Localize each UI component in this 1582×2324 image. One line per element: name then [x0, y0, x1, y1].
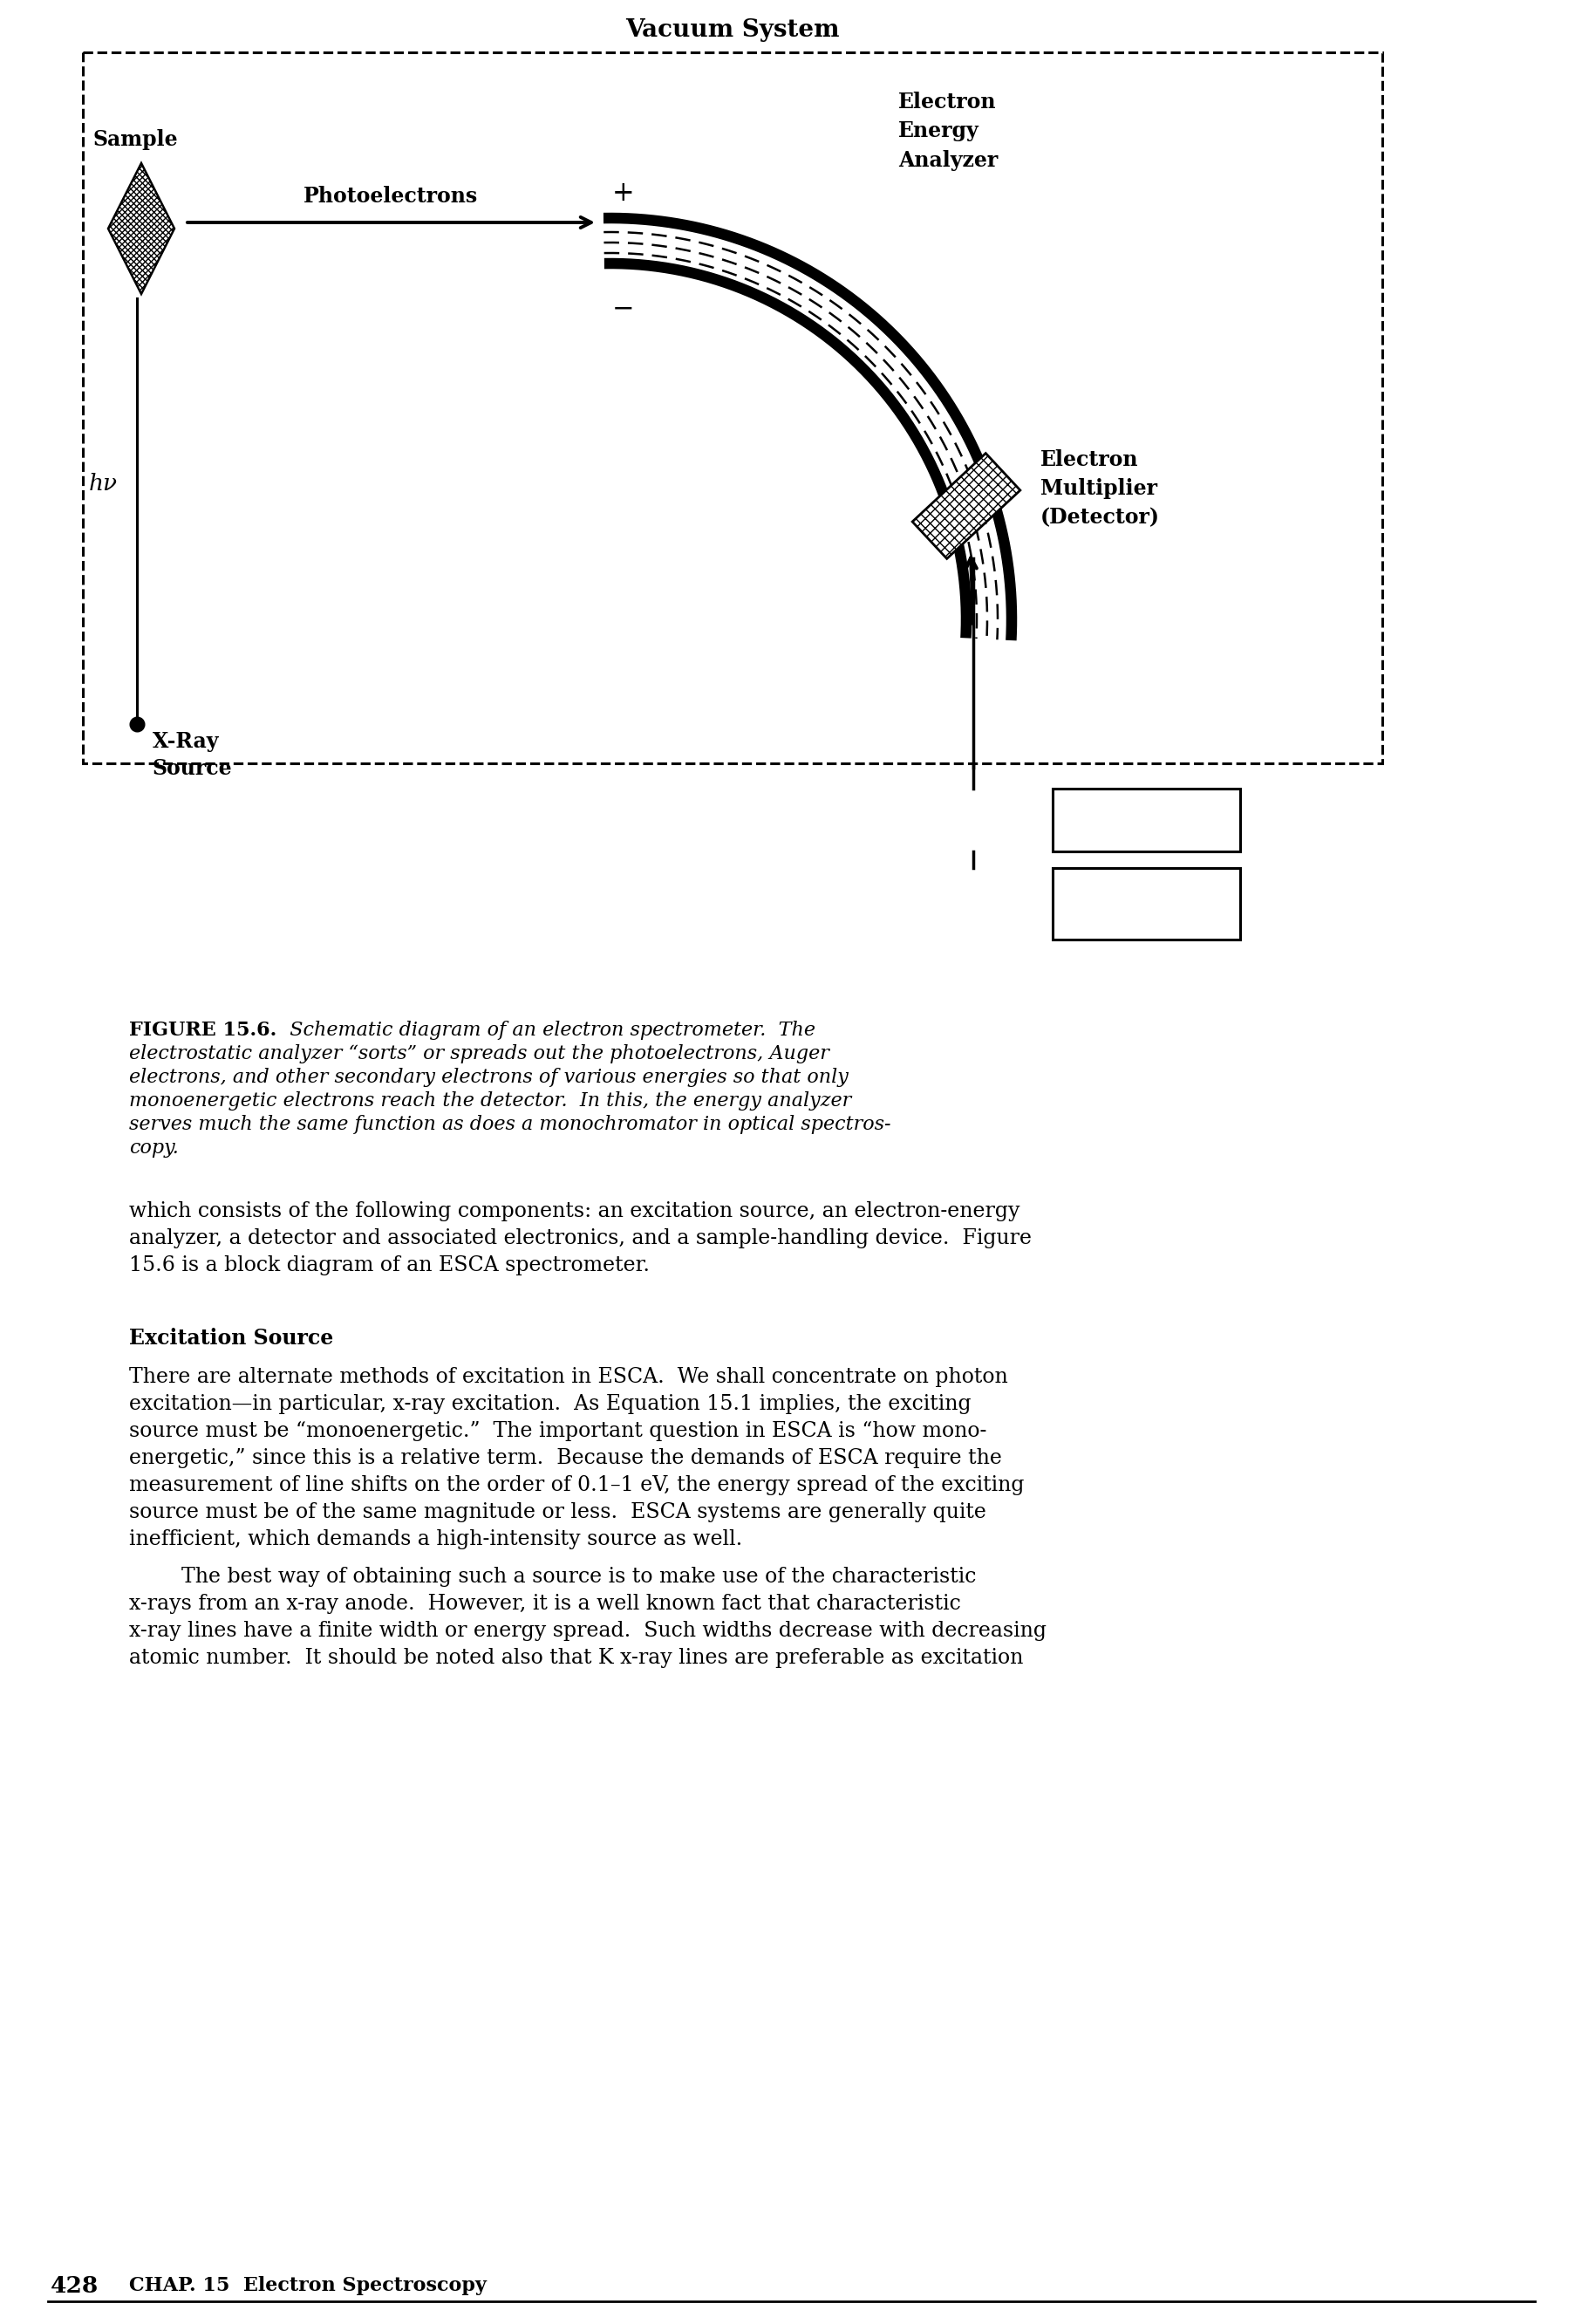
Text: Vacuum System: Vacuum System — [625, 19, 838, 42]
Text: energetic,” since this is a relative term.  Because the demands of ESCA require : energetic,” since this is a relative ter… — [130, 1448, 1001, 1469]
Text: measurement of line shifts on the order of 0.1–1 eV, the energy spread of the ex: measurement of line shifts on the order … — [130, 1476, 1024, 1494]
Polygon shape — [911, 453, 1020, 558]
Text: 15.6 is a block diagram of an ESCA spectrometer.: 15.6 is a block diagram of an ESCA spect… — [130, 1255, 649, 1276]
Text: atomic number.  It should be noted also that K x-ray lines are preferable as exc: atomic number. It should be noted also t… — [130, 1648, 1022, 1669]
Text: x-rays from an x-ray anode.  However, it is a well known fact that characteristi: x-rays from an x-ray anode. However, it … — [130, 1594, 960, 1613]
Bar — [1052, 867, 1240, 939]
Text: copy.: copy. — [130, 1139, 179, 1157]
Text: There are alternate methods of excitation in ESCA.  We shall concentrate on phot: There are alternate methods of excitatio… — [130, 1367, 1008, 1387]
Text: 428: 428 — [51, 2275, 98, 2296]
Text: monoenergetic electrons reach the detector.  In this, the energy analyzer: monoenergetic electrons reach the detect… — [130, 1092, 851, 1111]
Text: source must be of the same magnitude or less.  ESCA systems are generally quite: source must be of the same magnitude or … — [130, 1501, 986, 1522]
Text: inefficient, which demands a high-intensity source as well.: inefficient, which demands a high-intens… — [130, 1529, 742, 1550]
Text: Excitation Source: Excitation Source — [130, 1327, 334, 1348]
Text: Readout
System: Readout System — [1098, 878, 1194, 930]
Text: serves much the same function as does a monochromator in optical spectros-: serves much the same function as does a … — [130, 1116, 891, 1134]
Text: Photoelectrons: Photoelectrons — [304, 186, 478, 207]
Text: −: − — [612, 295, 634, 323]
Text: Sample: Sample — [93, 130, 179, 151]
Text: electrons, and other secondary electrons of various energies so that only: electrons, and other secondary electrons… — [130, 1067, 848, 1088]
Text: CHAP. 15  Electron Spectroscopy: CHAP. 15 Electron Spectroscopy — [130, 2275, 486, 2296]
Text: Electron
Energy
Analyzer: Electron Energy Analyzer — [897, 91, 997, 172]
Text: excitation—in particular, x-ray excitation.  As Equation 15.1 implies, the excit: excitation—in particular, x-ray excitati… — [130, 1394, 971, 1413]
Bar — [1052, 788, 1240, 851]
Text: Electron
Multiplier
(Detector): Electron Multiplier (Detector) — [1039, 449, 1160, 528]
Text: which consists of the following components: an excitation source, an electron-en: which consists of the following componen… — [130, 1202, 1019, 1222]
Text: +: + — [612, 181, 634, 207]
Text: analyzer, a detector and associated electronics, and a sample-handling device.  : analyzer, a detector and associated elec… — [130, 1229, 1031, 1248]
Text: The best way of obtaining such a source is to make use of the characteristic: The best way of obtaining such a source … — [130, 1566, 976, 1587]
Text: X-Ray
Source: X-Ray Source — [152, 732, 233, 779]
Text: electrostatic analyzer “sorts” or spreads out the photoelectrons, Auger: electrostatic analyzer “sorts” or spread… — [130, 1043, 829, 1064]
Polygon shape — [108, 163, 174, 295]
Text: Amplifier: Amplifier — [1092, 809, 1201, 830]
Text: hν: hν — [89, 474, 117, 495]
Bar — [82, 53, 1381, 762]
Text: x-ray lines have a finite width or energy spread.  Such widths decrease with dec: x-ray lines have a finite width or energ… — [130, 1620, 1046, 1641]
Text: FIGURE 15.6.: FIGURE 15.6. — [130, 1020, 277, 1039]
Text: source must be “monoenergetic.”  The important question in ESCA is “how mono-: source must be “monoenergetic.” The impo… — [130, 1420, 986, 1441]
Text: Schematic diagram of an electron spectrometer.  The: Schematic diagram of an electron spectro… — [277, 1020, 815, 1039]
